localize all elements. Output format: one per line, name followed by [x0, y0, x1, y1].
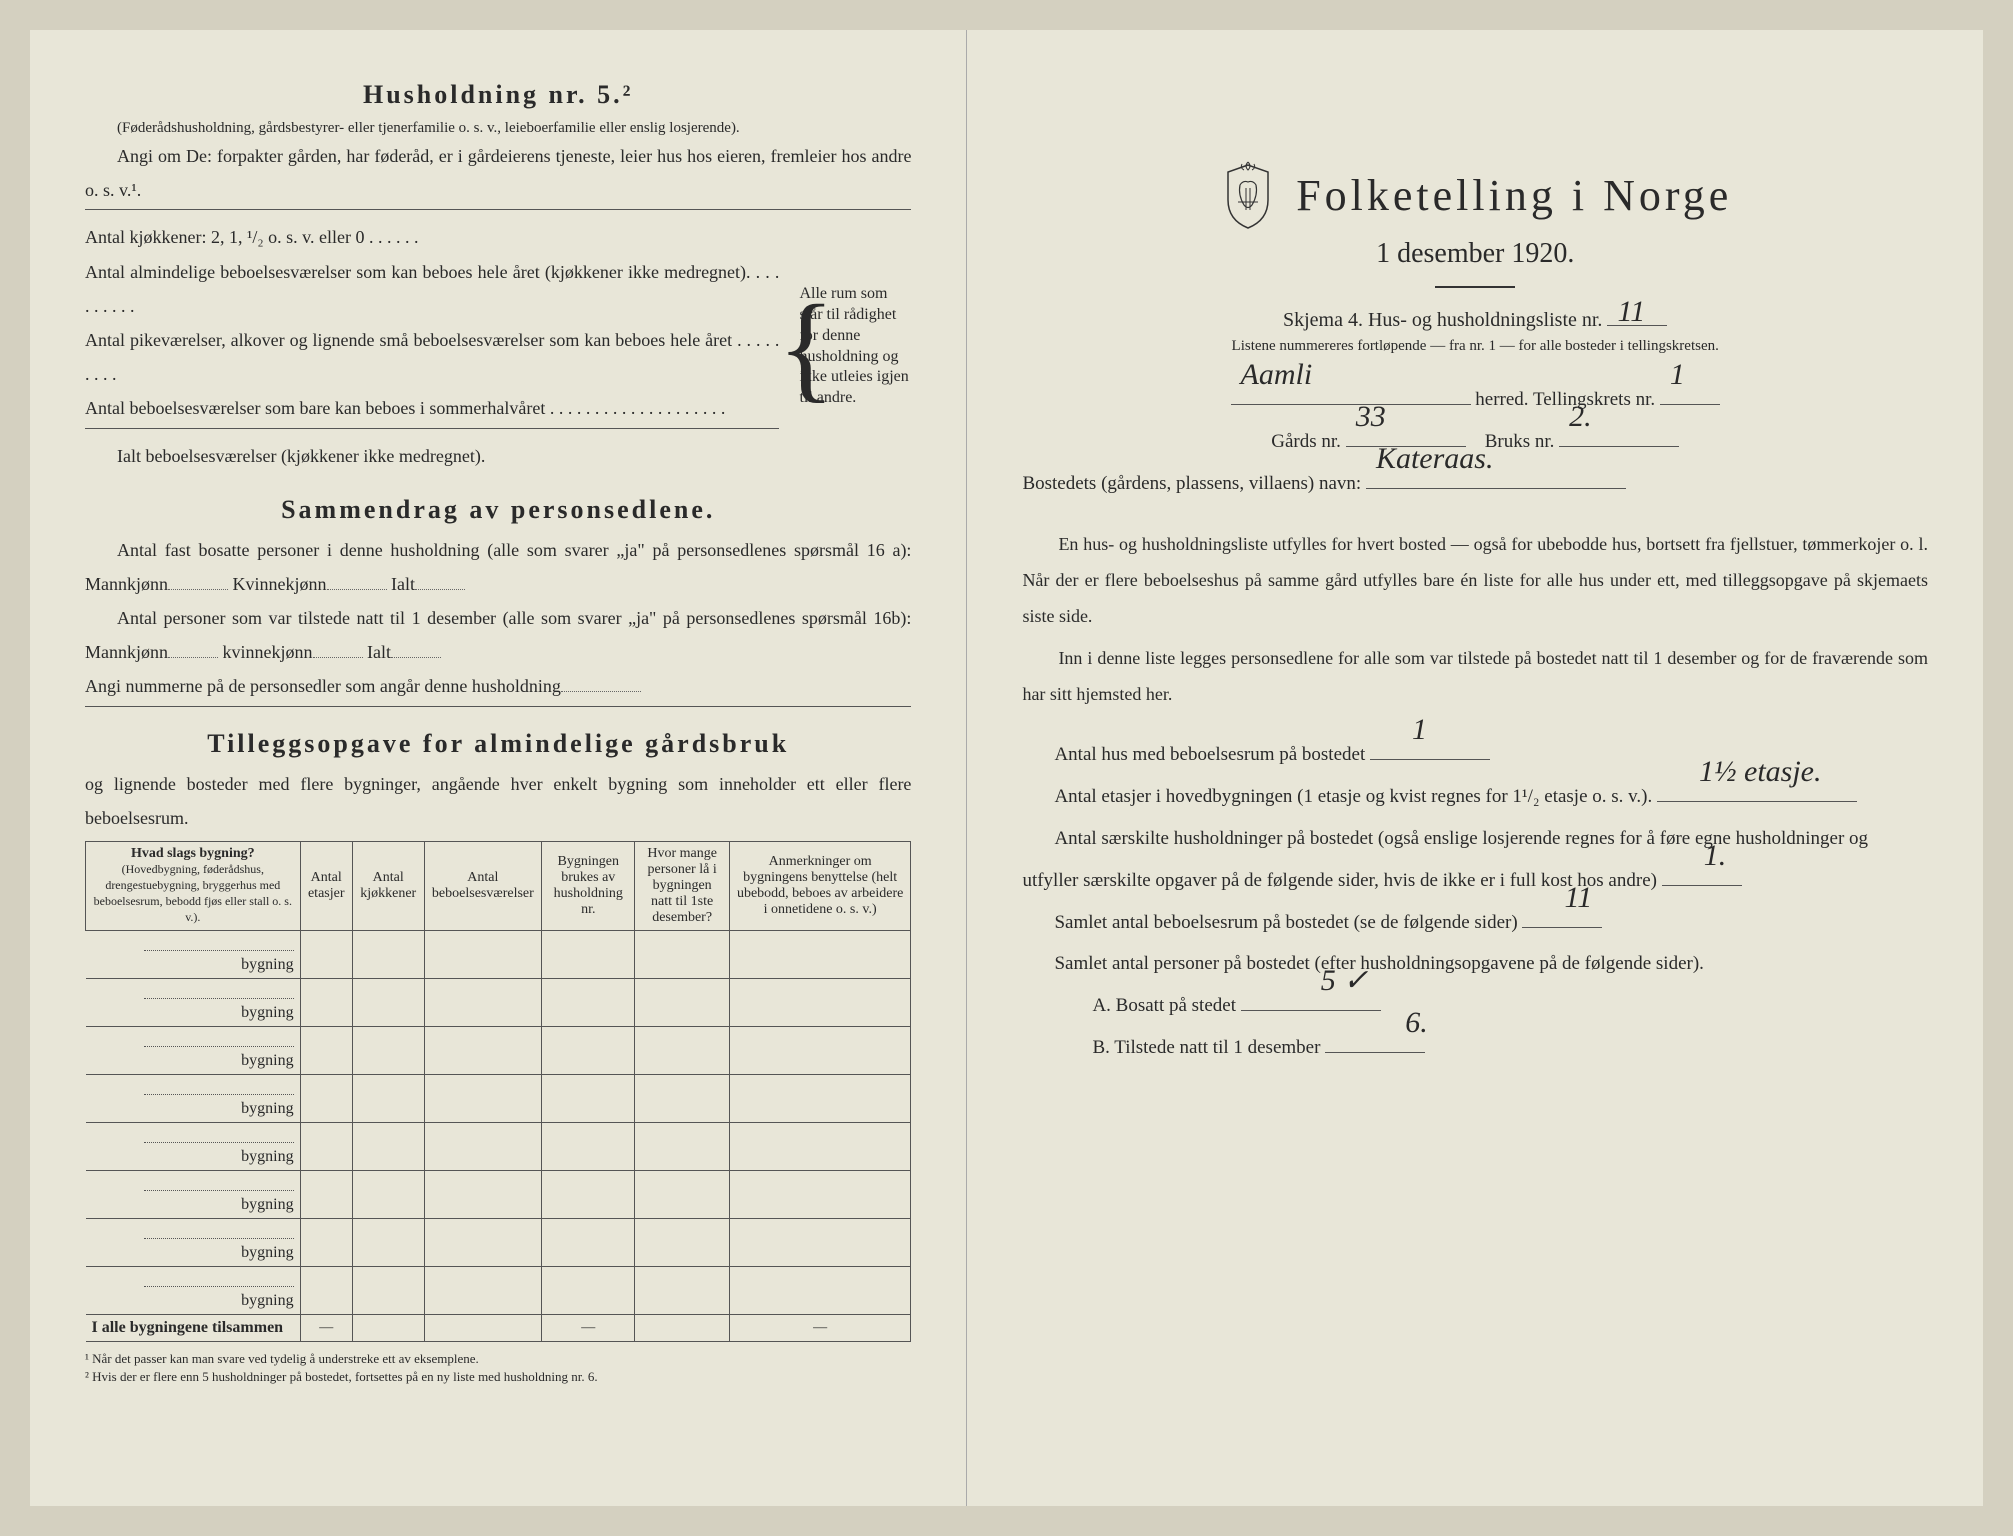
samm3-text: Angi nummerne på de personsedler som ang…	[85, 676, 561, 696]
table-row: bygning	[86, 1075, 911, 1123]
household-heading: Husholdning nr. 5.²	[85, 80, 911, 110]
fn1: ¹ Når det passer kan man svare ved tydel…	[85, 1350, 911, 1368]
subtitle: 1 desember 1920.	[1022, 238, 1928, 270]
row-suffix: bygning	[241, 1100, 293, 1117]
q1-value: 1	[1380, 697, 1427, 763]
para1: En hus- og husholdningsliste utfylles fo…	[1022, 526, 1928, 634]
table-row: bygning	[86, 1171, 911, 1219]
rule	[85, 428, 779, 429]
th3: Antal kjøkkener	[352, 842, 424, 931]
footnotes: ¹ Når det passer kan man svare ved tydel…	[85, 1350, 911, 1386]
qB-label: B. Tilstede natt til 1 desember	[1092, 1037, 1320, 1058]
rooms-line-2: Antal pikeværelser, alkover og lignende …	[85, 323, 779, 391]
sammendrag-heading: Sammendrag av personsedlene.	[85, 495, 911, 525]
bruks-label: Bruks nr.	[1485, 431, 1555, 452]
row-suffix: bygning	[241, 1244, 293, 1261]
herred-label: herred. Tellingskrets nr.	[1475, 389, 1655, 410]
rule	[85, 209, 911, 210]
main-title: Folketelling i Norge	[1296, 170, 1732, 221]
table-row: bygning	[86, 1027, 911, 1075]
para2: Inn i denne liste legges personsedlene f…	[1022, 640, 1928, 712]
th1: Hvad slags bygning?	[131, 846, 255, 861]
row-suffix: bygning	[241, 956, 293, 973]
rooms-line-3: Antal beboelsesværelser som bare kan beb…	[85, 391, 779, 425]
th6: Hvor mange personer lå i bygningen natt …	[635, 842, 729, 931]
kitchen-line: Antal kjøkkener: 2, 1, ¹/₂ o. s. v. elle…	[85, 220, 779, 254]
samm-line-3: Angi nummerne på de personsedler som ang…	[85, 669, 911, 703]
row-suffix: bygning	[241, 1196, 293, 1213]
fn2: ² Hvis der er flere enn 5 husholdninger …	[85, 1368, 911, 1386]
qB-value: 6.	[1335, 990, 1428, 1056]
qB-line: B. Tilstede natt til 1 desember 6.	[1022, 1027, 1928, 1069]
bosted-label: Bostedets (gårdens, plassens, villaens) …	[1022, 473, 1361, 494]
gards-label: Gårds nr.	[1271, 431, 1341, 452]
herred-line: Aamli herred. Tellingskrets nr. 1	[1022, 379, 1928, 421]
rooms-block: Antal kjøkkener: 2, 1, ¹/₂ o. s. v. elle…	[85, 220, 911, 472]
angi-line: Angi om De: forpakter gården, har føderå…	[85, 139, 911, 207]
crest-icon	[1218, 160, 1278, 230]
rule	[85, 706, 911, 707]
q2-line: Antal etasjer i hovedbygningen (1 etasje…	[1022, 776, 1928, 818]
table-row: bygning	[86, 1219, 911, 1267]
skjema-value: 11	[1617, 295, 1645, 329]
listene-note: Listene nummereres fortløpende — fra nr.…	[1022, 338, 1928, 355]
divider	[1435, 286, 1515, 288]
q4-line: Samlet antal beboelsesrum på bostedet (s…	[1022, 902, 1928, 944]
samm1c-text: Ialt	[391, 574, 415, 594]
qA-label: A. Bosatt på stedet	[1092, 995, 1236, 1016]
bosted-value: Kateraas.	[1376, 426, 1494, 492]
table-row: bygning	[86, 1267, 911, 1315]
table-total-row: I alle bygningene tilsammen———	[86, 1315, 911, 1342]
samm-line-2: Antal personer som var tilstede natt til…	[85, 601, 911, 669]
th4: Antal beboelsesværelser	[424, 842, 542, 931]
th1-sub: (Hovedbygning, føderådshus, drengestueby…	[94, 862, 292, 924]
skjema-line: Skjema 4. Hus- og husholdningsliste nr. …	[1022, 304, 1928, 332]
table-row: bygning	[86, 979, 911, 1027]
row-suffix: bygning	[241, 1148, 293, 1165]
samm-line-1: Antal fast bosatte personer i denne hush…	[85, 533, 911, 601]
table-body: bygning bygning bygning bygning bygning …	[86, 931, 911, 1342]
left-page: Husholdning nr. 5.² (Føderådshusholdning…	[30, 30, 967, 1506]
right-page: Folketelling i Norge 1 desember 1920. Sk…	[967, 30, 1983, 1506]
q4-label: Samlet antal beboelsesrum på bostedet (s…	[1054, 912, 1517, 933]
samm2c-text: Ialt	[367, 642, 391, 662]
skjema-label: Skjema 4. Hus- og husholdningsliste nr.	[1283, 309, 1602, 331]
q2-label: Antal etasjer i hovedbygningen (1 etasje…	[1054, 786, 1652, 807]
title-line: Folketelling i Norge	[1022, 160, 1928, 230]
row-suffix: bygning	[241, 1292, 293, 1309]
total-row-label: I alle bygningene tilsammen	[92, 1319, 284, 1336]
krets-value: 1	[1670, 342, 1685, 408]
q4-value: 11	[1532, 865, 1592, 931]
q3-value: 1.	[1672, 823, 1727, 889]
th5: Bygningen brukes av husholdning nr.	[542, 842, 635, 931]
rooms-line-1: Antal almindelige beboelsesværelser som …	[85, 255, 779, 323]
tillegg-heading: Tilleggsopgave for almindelige gårdsbruk	[85, 729, 911, 759]
row-suffix: bygning	[241, 1052, 293, 1069]
table-row: bygning	[86, 931, 911, 979]
th2: Antal etasjer	[300, 842, 352, 931]
intro-note: (Føderådshusholdning, gårdsbestyrer- ell…	[85, 118, 911, 139]
supplementary-table: Hvad slags bygning? (Hovedbygning, føder…	[85, 841, 911, 1342]
bosted-line: Bostedets (gårdens, plassens, villaens) …	[1022, 463, 1928, 505]
herred-value: Aamli	[1241, 342, 1313, 408]
q1-label: Antal hus med beboelsesrum på bostedet	[1054, 744, 1365, 765]
bruks-value: 2.	[1569, 384, 1592, 450]
samm2b-text: kvinnekjønn	[223, 642, 313, 662]
bracket-note: Alle rum som står til rådighet for denne…	[791, 284, 911, 409]
table-row: bygning	[86, 1123, 911, 1171]
rooms-total: Ialt beboelsesværelser (kjøkkener ikke m…	[85, 439, 779, 473]
th7: Anmerkninger om bygningens benyttelse (h…	[729, 842, 911, 931]
row-suffix: bygning	[241, 1004, 293, 1021]
q3-line: Antal særskilte husholdninger på bostede…	[1022, 818, 1928, 902]
q5-line: Samlet antal personer på bostedet (efter…	[1022, 943, 1928, 985]
samm1b-text: Kvinnekjønn	[233, 574, 327, 594]
qA-line: A. Bosatt på stedet 5 ✓	[1022, 985, 1928, 1027]
q2-value: 1½ etasje.	[1667, 739, 1821, 805]
tillegg-para: og lignende bosteder med flere bygninger…	[85, 767, 911, 835]
